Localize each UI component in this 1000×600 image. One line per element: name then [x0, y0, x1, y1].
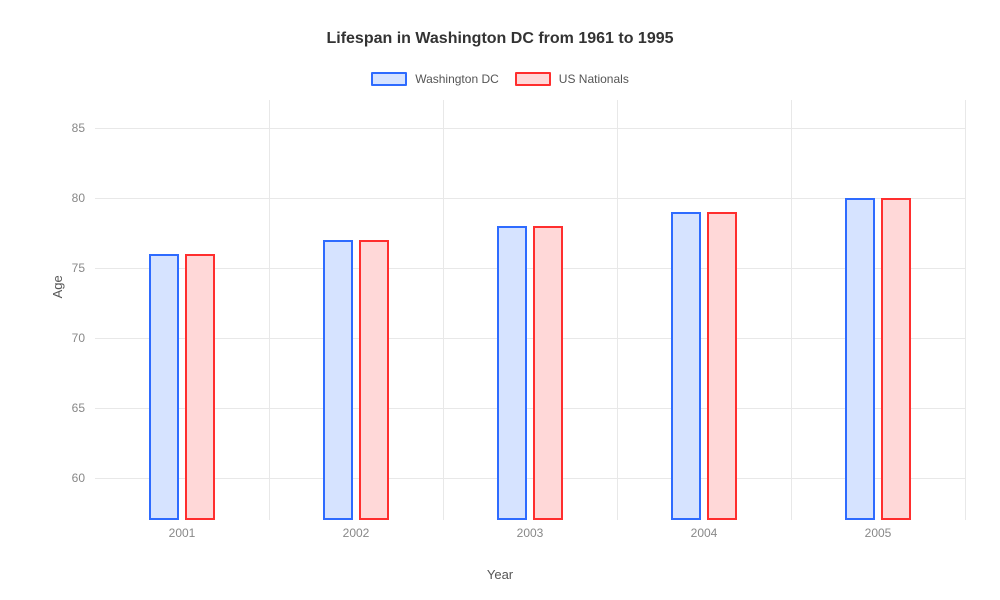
chart-title: Lifespan in Washington DC from 1961 to 1…	[0, 30, 1000, 48]
legend-label-0: Washington DC	[415, 72, 499, 86]
legend-swatch-1	[515, 72, 551, 86]
y-tick-label: 85	[72, 121, 85, 135]
lifespan-chart: Lifespan in Washington DC from 1961 to 1…	[0, 0, 1000, 600]
gridline-v	[965, 100, 966, 520]
bar-washington-dc	[323, 240, 353, 520]
plot-area: 60657075808520012002200320042005	[95, 100, 965, 520]
gridline-h	[95, 268, 965, 269]
x-tick-label: 2002	[343, 526, 370, 540]
x-tick-label: 2003	[517, 526, 544, 540]
bar-washington-dc	[671, 212, 701, 520]
gridline-v	[617, 100, 618, 520]
gridline-h	[95, 128, 965, 129]
y-axis-label: Age	[50, 275, 65, 298]
y-tick-label: 65	[72, 401, 85, 415]
x-axis-label: Year	[0, 567, 1000, 582]
gridline-h	[95, 478, 965, 479]
bar-washington-dc	[149, 254, 179, 520]
x-tick-label: 2001	[169, 526, 196, 540]
bar-us-nationals	[359, 240, 389, 520]
gridline-h	[95, 408, 965, 409]
bar-us-nationals	[707, 212, 737, 520]
bar-washington-dc	[845, 198, 875, 520]
bar-us-nationals	[185, 254, 215, 520]
y-tick-label: 80	[72, 191, 85, 205]
x-tick-label: 2004	[691, 526, 718, 540]
gridline-h	[95, 198, 965, 199]
bar-washington-dc	[497, 226, 527, 520]
bar-us-nationals	[881, 198, 911, 520]
y-tick-label: 70	[72, 331, 85, 345]
gridline-v	[269, 100, 270, 520]
legend-label-1: US Nationals	[559, 72, 629, 86]
gridline-v	[791, 100, 792, 520]
legend-item-1: US Nationals	[515, 72, 629, 86]
bar-us-nationals	[533, 226, 563, 520]
gridline-h	[95, 338, 965, 339]
legend-swatch-0	[371, 72, 407, 86]
chart-legend: Washington DC US Nationals	[0, 72, 1000, 86]
legend-item-0: Washington DC	[371, 72, 499, 86]
y-tick-label: 60	[72, 471, 85, 485]
x-tick-label: 2005	[865, 526, 892, 540]
gridline-v	[443, 100, 444, 520]
y-tick-label: 75	[72, 261, 85, 275]
